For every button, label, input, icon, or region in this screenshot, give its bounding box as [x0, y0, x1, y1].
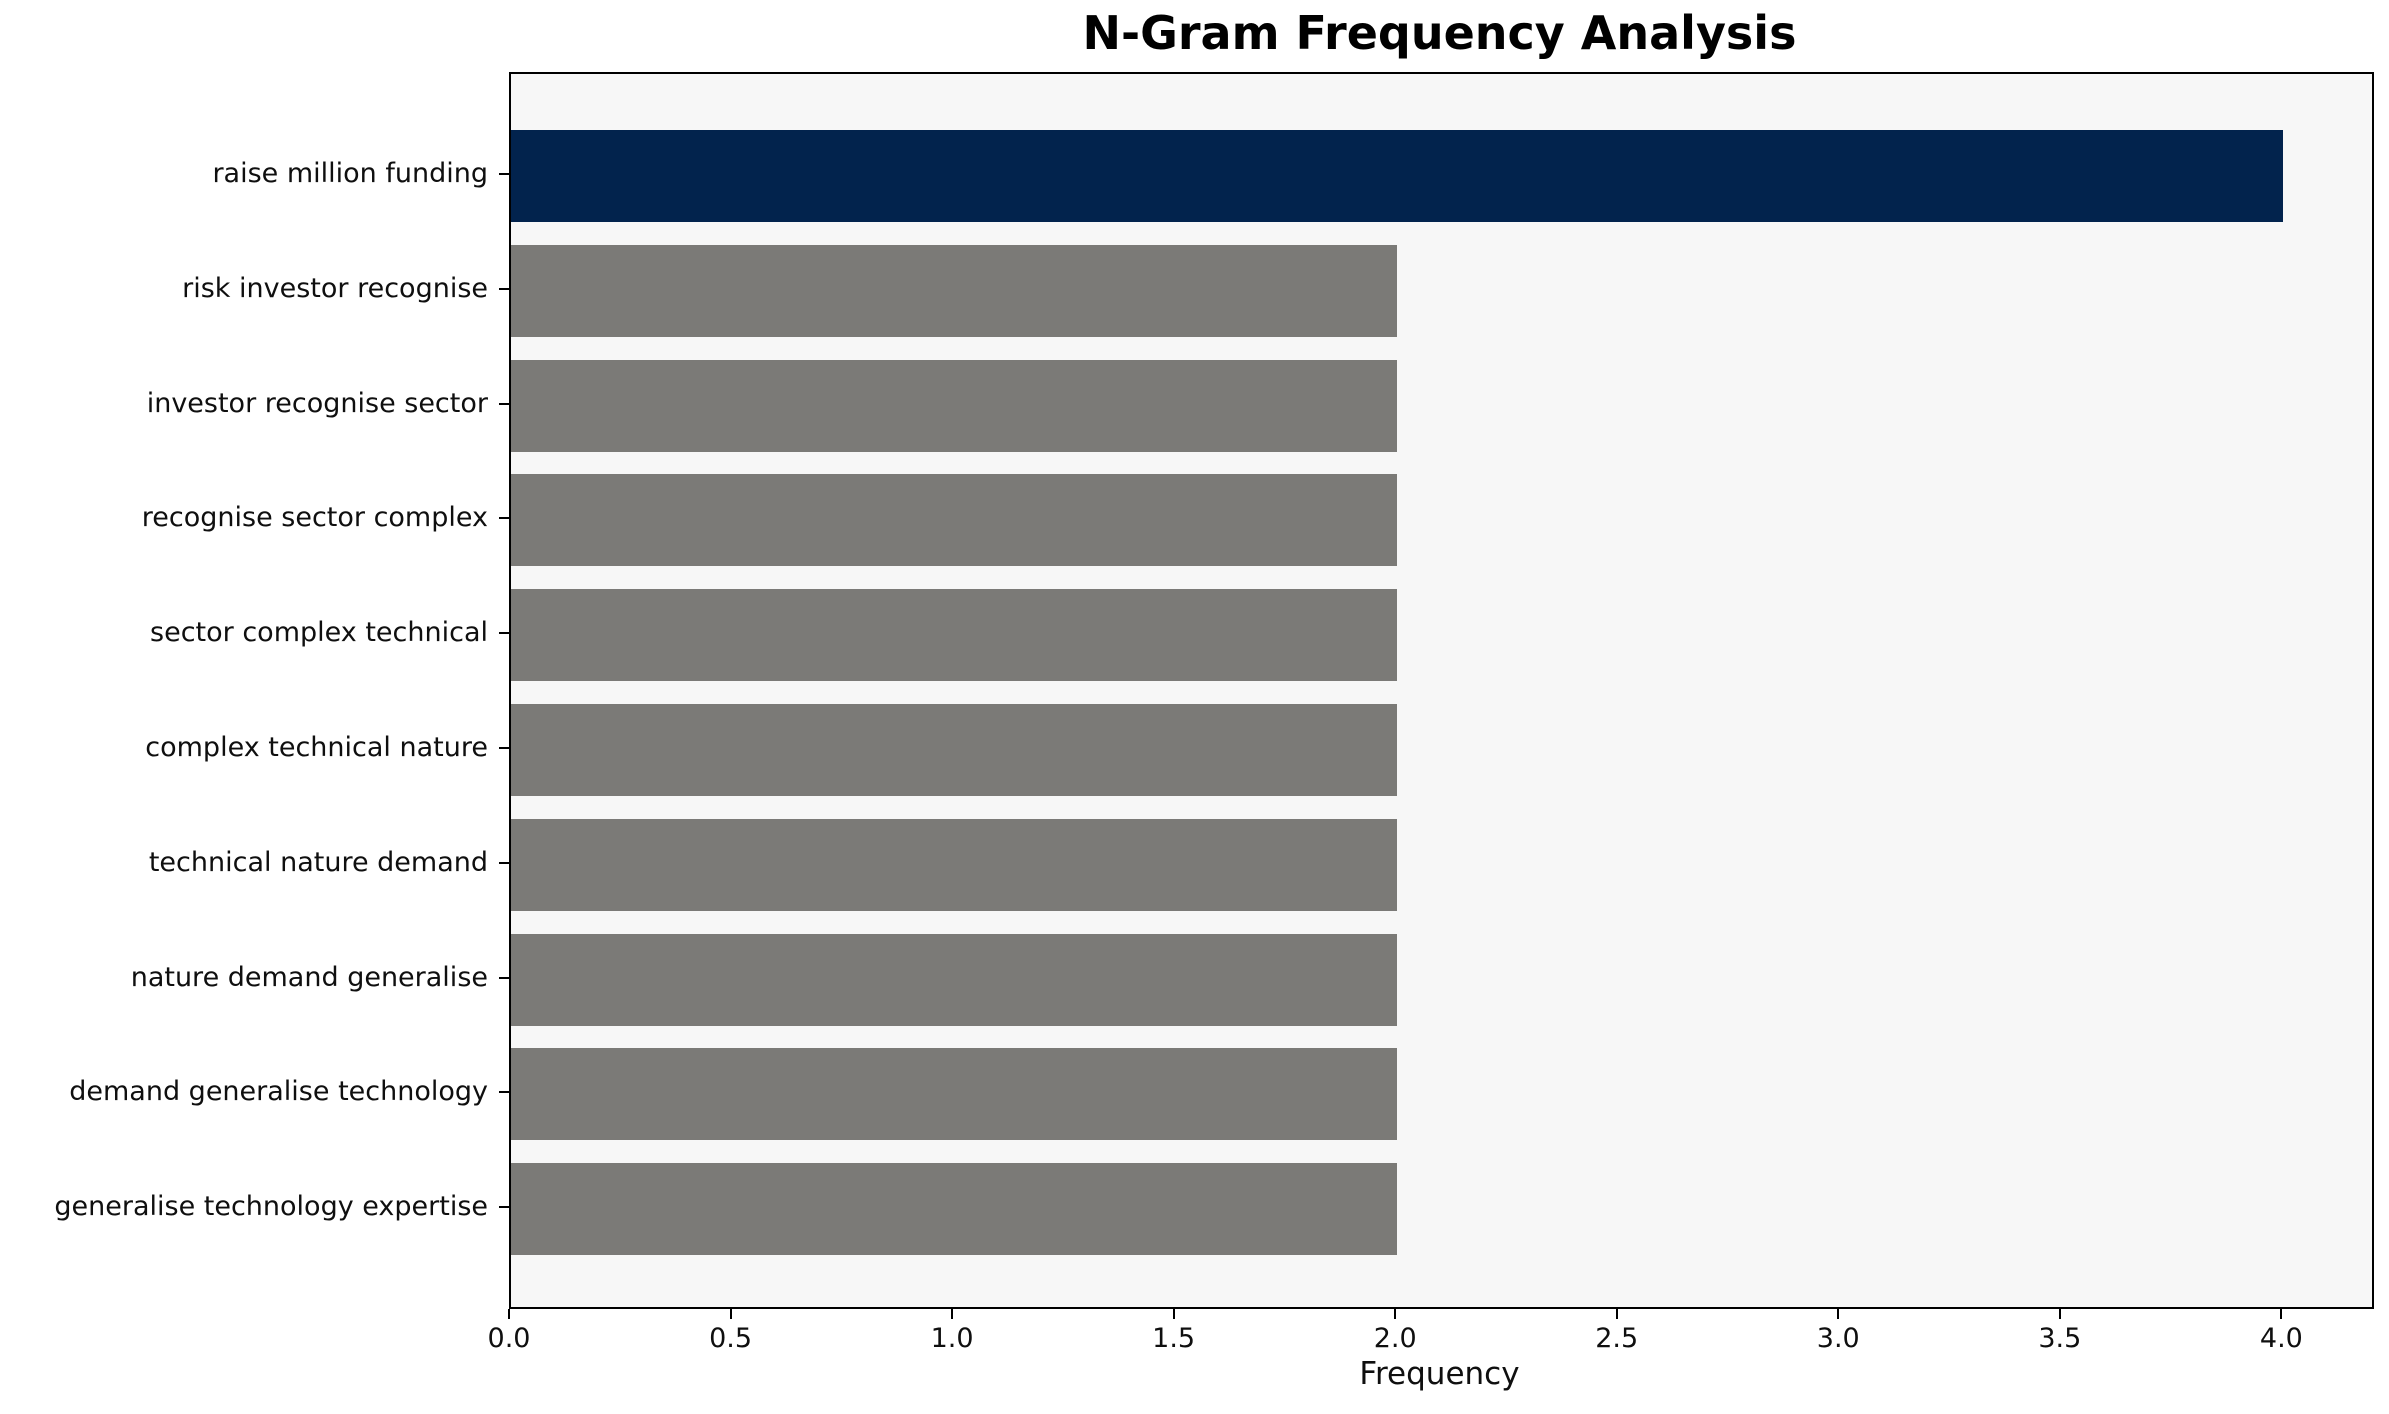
plot-area [509, 72, 2374, 1309]
x-tick-mark [2058, 1309, 2061, 1319]
x-tick-label: 3.5 [2038, 1323, 2082, 1354]
y-axis-category-label: raise million funding [212, 158, 488, 189]
y-axis-category-label: technical nature demand [148, 846, 488, 878]
y-axis-category-label: recognise sector complex [141, 502, 488, 534]
x-tick-mark [508, 1309, 510, 1319]
y-axis-category-label: nature demand generalise [130, 961, 488, 993]
x-tick-mark [1837, 1309, 1840, 1319]
y-axis-category-label: demand generalise technology [69, 1076, 488, 1108]
x-tick-label: 1.0 [930, 1323, 974, 1354]
x-tick-mark [1172, 1309, 1175, 1319]
y-tick-mark [499, 173, 510, 175]
bar [511, 474, 1398, 567]
x-tick-mark [1394, 1309, 1397, 1319]
bar [511, 1163, 1398, 1256]
y-axis-category-label: sector complex technical [150, 617, 488, 649]
x-tick-mark [729, 1309, 732, 1319]
y-tick-mark [499, 632, 510, 635]
chart-title: N-Gram Frequency Analysis [1082, 6, 1797, 60]
x-tick-mark [2280, 1309, 2283, 1319]
y-axis-category-label: risk investor recognise [182, 272, 488, 304]
y-axis-category-label: generalise technology expertise [54, 1191, 488, 1223]
y-axis-category-label: complex technical nature [145, 732, 488, 763]
x-tick-label: 4.0 [2259, 1323, 2303, 1354]
x-tick-label: 0.0 [487, 1323, 531, 1354]
y-tick-mark [499, 1091, 510, 1094]
bar [511, 589, 1398, 682]
bar [511, 933, 1398, 1026]
x-tick-mark [951, 1309, 954, 1319]
bar [511, 818, 1398, 911]
x-tick-mark [1615, 1309, 1618, 1319]
x-tick-label: 1.5 [1152, 1323, 1196, 1354]
bar [511, 130, 2284, 222]
bar [511, 704, 1398, 796]
x-tick-label: 2.5 [1595, 1323, 1639, 1354]
y-tick-mark [499, 517, 510, 520]
bar [511, 359, 1398, 452]
y-axis-category-label: investor recognise sector [146, 387, 488, 419]
x-axis-label: Frequency [1359, 1356, 1520, 1392]
x-tick-label: 2.0 [1373, 1323, 1417, 1354]
y-tick-mark [499, 287, 510, 290]
y-tick-mark [499, 976, 510, 979]
bar [511, 1048, 1398, 1141]
x-tick-label: 0.5 [709, 1323, 753, 1354]
y-tick-mark [499, 1206, 510, 1209]
bar [511, 244, 1398, 337]
y-tick-mark [499, 747, 510, 749]
y-tick-mark [499, 861, 510, 864]
y-tick-mark [499, 402, 510, 405]
x-tick-label: 3.0 [1816, 1323, 1860, 1354]
